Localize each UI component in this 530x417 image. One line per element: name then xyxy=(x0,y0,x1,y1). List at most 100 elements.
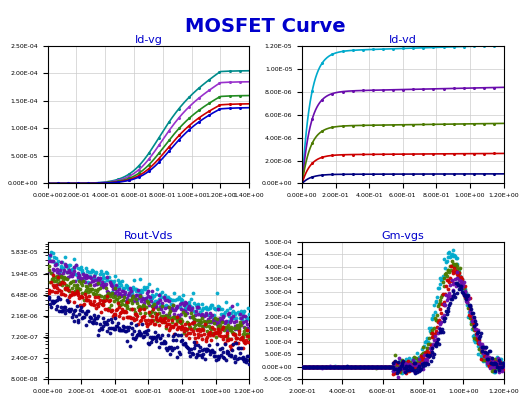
Point xyxy=(101,284,110,291)
Point xyxy=(104,289,112,296)
Point xyxy=(76,304,85,311)
Point xyxy=(395,364,403,371)
Point xyxy=(135,309,144,316)
Point xyxy=(452,280,461,287)
Point xyxy=(213,321,221,328)
Point xyxy=(299,363,307,370)
Point xyxy=(393,368,402,374)
Point xyxy=(104,290,112,296)
Point xyxy=(357,364,365,370)
Point xyxy=(138,295,147,301)
Point xyxy=(192,351,201,357)
Point xyxy=(135,306,144,312)
Point xyxy=(130,327,138,334)
Point xyxy=(214,324,223,331)
Point xyxy=(193,331,202,338)
Point xyxy=(376,364,385,370)
Point xyxy=(313,363,322,370)
Point xyxy=(311,364,319,371)
Point xyxy=(404,363,412,370)
Point xyxy=(374,364,382,370)
Point xyxy=(347,364,355,370)
Point xyxy=(406,364,414,370)
Point xyxy=(490,360,499,367)
Point xyxy=(198,325,207,332)
Point xyxy=(48,270,56,277)
Point xyxy=(424,354,432,360)
Point xyxy=(367,364,375,370)
Point xyxy=(312,364,320,370)
Point xyxy=(217,324,225,331)
Point xyxy=(493,363,501,370)
Point xyxy=(86,297,95,304)
Point xyxy=(48,276,56,282)
Point xyxy=(422,352,431,358)
Point xyxy=(131,292,140,299)
Point xyxy=(122,304,131,311)
Point xyxy=(96,285,104,291)
Point xyxy=(121,289,129,296)
Point xyxy=(129,335,137,342)
Point xyxy=(478,353,486,359)
Point xyxy=(79,277,87,284)
Point xyxy=(184,321,193,328)
Point xyxy=(328,364,336,370)
Point xyxy=(45,296,54,303)
Point xyxy=(120,292,128,299)
Point xyxy=(362,364,370,370)
Point xyxy=(307,363,316,370)
Point xyxy=(483,361,491,367)
Point xyxy=(315,364,323,370)
Point xyxy=(455,276,463,283)
Point xyxy=(435,285,443,291)
Point xyxy=(93,274,102,281)
Point xyxy=(242,327,251,334)
Point xyxy=(214,303,223,309)
Point xyxy=(76,266,84,273)
Point xyxy=(81,279,89,285)
Point xyxy=(150,302,158,309)
Point xyxy=(51,255,60,262)
Point xyxy=(307,364,316,370)
Point xyxy=(387,364,396,371)
Point xyxy=(457,275,466,281)
Point xyxy=(179,325,187,332)
Point xyxy=(415,361,423,368)
Point xyxy=(496,356,505,362)
Point xyxy=(494,360,503,367)
Point xyxy=(401,359,409,365)
Title: Rout-Vds: Rout-Vds xyxy=(123,231,173,241)
Point xyxy=(226,343,234,349)
Point xyxy=(384,364,393,370)
Point xyxy=(122,338,131,344)
Point xyxy=(186,334,194,341)
Point xyxy=(473,332,481,338)
Point xyxy=(442,282,450,289)
Point xyxy=(79,301,87,308)
Point xyxy=(317,364,326,370)
Point xyxy=(415,367,423,374)
Point xyxy=(67,270,75,276)
Point xyxy=(241,325,249,332)
Point xyxy=(220,309,229,316)
Point xyxy=(385,364,394,370)
Point xyxy=(466,303,474,309)
Point xyxy=(321,364,330,370)
Point xyxy=(369,364,377,370)
Point xyxy=(377,364,386,370)
Point xyxy=(178,296,187,303)
Point xyxy=(152,311,160,318)
Point xyxy=(189,312,197,319)
Point xyxy=(340,364,348,370)
Point xyxy=(388,364,397,370)
Point xyxy=(80,296,88,303)
Point xyxy=(158,303,167,310)
Point xyxy=(58,279,66,286)
Point xyxy=(463,299,471,305)
Point xyxy=(171,320,179,327)
Point xyxy=(354,364,362,370)
Point xyxy=(165,304,174,311)
Point xyxy=(200,318,208,325)
Point xyxy=(358,364,366,370)
Point xyxy=(148,303,157,309)
